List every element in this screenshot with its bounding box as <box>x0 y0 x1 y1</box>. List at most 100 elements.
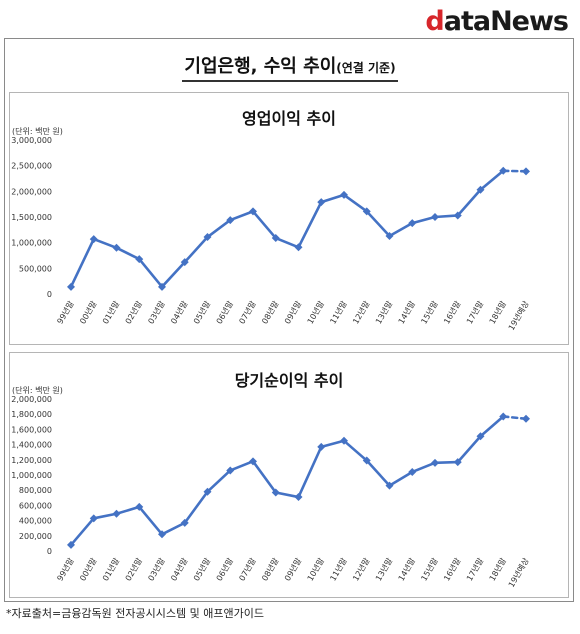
x-tick-label: 09년말 <box>282 555 303 582</box>
data-point-marker <box>431 213 439 221</box>
line-segment <box>115 246 141 261</box>
y-tick-label: 2,000,000 <box>11 187 52 196</box>
y-tick-label: 800,000 <box>19 486 52 495</box>
line-segment <box>160 521 187 536</box>
x-tick-label: 16년말 <box>441 298 462 325</box>
data-point-marker <box>317 442 326 451</box>
line-segment <box>206 218 232 239</box>
y-tick-label: 1,400,000 <box>11 441 52 450</box>
data-point-marker <box>453 458 462 467</box>
x-tick-label: 00년말 <box>77 298 98 325</box>
line-segment <box>228 210 255 222</box>
datanews-logo: dataNews <box>425 6 569 37</box>
data-point-marker <box>203 487 212 496</box>
y-tick-label: 1,500,000 <box>11 213 52 222</box>
x-tick-label: 14년말 <box>396 555 417 582</box>
line-segment <box>297 445 323 499</box>
line-segment <box>410 461 437 474</box>
y-tick-label: 1,800,000 <box>11 410 52 419</box>
x-tick-label: 07년말 <box>237 555 258 582</box>
x-tick-label: 01년말 <box>100 298 121 325</box>
x-tick-label: 02년말 <box>123 298 144 325</box>
main-title-underline: 기업은행, 수익 추이(연결 기준) <box>182 56 398 82</box>
data-point-marker <box>453 211 462 220</box>
x-tick-label: 19년예상 <box>506 298 531 331</box>
logo-rest: ataNews <box>443 6 569 37</box>
net-income-panel: 당기순이익 추이 (단위: 백만 원) 0 200,000 400,000 600,0… <box>9 352 569 598</box>
net-income-unit: (단위: 백만 원) <box>12 386 63 395</box>
main-title: 기업은행, 수익 추이(연결 기준) <box>0 52 580 82</box>
x-tick-label: 18년말 <box>487 298 508 325</box>
line-segment <box>115 505 141 516</box>
x-tick-label: 13년말 <box>373 298 394 325</box>
x-tick-label: 18년말 <box>487 555 508 582</box>
y-tick-label: 1,000,000 <box>11 471 52 480</box>
x-tick-label: 14년말 <box>396 298 417 325</box>
x-tick-label: 16년말 <box>441 555 462 582</box>
data-point-marker <box>271 488 280 497</box>
main-title-subtitle: (연결 기준) <box>336 61 396 75</box>
x-tick-label: 08년말 <box>259 298 280 325</box>
operating-income-unit: (단위: 백만 원) <box>12 127 63 136</box>
y-tick-label: 600,000 <box>19 501 52 510</box>
x-tick-label: 04년말 <box>168 555 189 582</box>
y-tick-label: 3,000,000 <box>11 136 52 145</box>
data-point-marker <box>385 231 394 240</box>
x-tick-label: 00년말 <box>77 555 98 582</box>
line-segment <box>69 517 96 547</box>
data-point-marker <box>67 282 75 291</box>
data-point-marker <box>180 518 189 527</box>
main-title-text: 기업은행, 수익 추이 <box>184 56 337 77</box>
line-segment <box>479 415 505 438</box>
forecast-line-segment <box>501 415 528 421</box>
data-point-marker <box>271 234 280 243</box>
data-point-marker <box>476 432 485 441</box>
data-point-marker <box>112 243 121 252</box>
line-segment <box>183 235 209 264</box>
line-segment <box>433 214 460 219</box>
line-segment <box>274 236 300 249</box>
x-tick-label: 07년말 <box>237 298 258 325</box>
data-point-marker <box>89 514 98 523</box>
line-segment <box>297 200 323 249</box>
y-tick-label: 0 <box>47 290 52 299</box>
line-segment <box>69 237 96 289</box>
line-segment <box>410 215 437 225</box>
y-tick-label: 2,500,000 <box>11 162 52 171</box>
data-point-marker <box>135 502 144 511</box>
data-point-marker <box>112 509 121 518</box>
data-point-marker <box>226 466 235 475</box>
x-tick-label: 09년말 <box>282 298 303 325</box>
line-segment <box>456 434 482 464</box>
data-point-marker <box>294 493 303 502</box>
data-point-marker <box>180 258 189 267</box>
y-tick-label: 2,000,000 <box>11 395 52 404</box>
line-segment <box>92 512 118 520</box>
data-point-marker <box>158 282 166 291</box>
y-tick-label: 0 <box>47 547 52 556</box>
line-segment <box>365 459 391 487</box>
x-tick-label: 15년말 <box>419 555 440 582</box>
x-tick-label: 03년말 <box>146 555 167 582</box>
x-tick-label: 99년말 <box>55 298 76 325</box>
source-note: *자료출처=금융감독원 전자공시시스템 및 애프앤가이드 <box>6 607 264 620</box>
x-tick-label: 17년말 <box>464 298 485 325</box>
x-tick-label: 11년말 <box>328 555 349 582</box>
data-point-marker <box>385 481 394 490</box>
operating-income-panel: 영업이익 추이 (단위: 백만 원) 0 500,000 1,000,000 1,50… <box>9 92 569 345</box>
line-segment <box>137 505 164 536</box>
line-segment <box>388 470 414 487</box>
data-point-marker <box>522 414 530 423</box>
line-segment <box>251 460 278 494</box>
x-tick-label: 03년말 <box>146 298 167 325</box>
line-segment <box>228 460 255 472</box>
net-income-title: 당기순이익 추이 <box>234 371 344 390</box>
x-tick-label: 05년말 <box>191 298 212 325</box>
x-tick-label: 10년말 <box>305 298 326 325</box>
y-tick-label: 1,000,000 <box>11 239 52 248</box>
data-point-marker <box>408 467 417 476</box>
x-tick-label: 06년말 <box>214 555 235 582</box>
data-point-marker <box>226 216 235 225</box>
y-tick-label: 400,000 <box>19 517 52 526</box>
line-segment <box>456 188 482 217</box>
